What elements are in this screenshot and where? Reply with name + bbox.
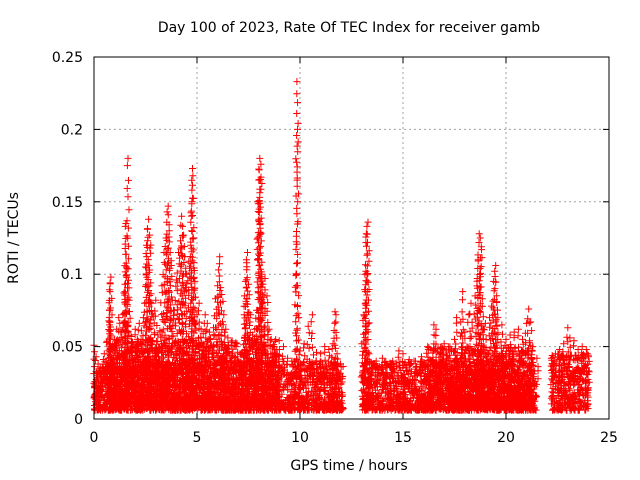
y-tick-label: 0.25 [52,50,83,66]
y-axis-title: ROTI / TECUs [6,192,22,284]
roti-markers [90,78,593,414]
plot-frame [93,56,610,420]
chart-title: Day 100 of 2023, Rate Of TEC Index for r… [158,20,540,36]
x-tick-label: 25 [600,430,618,446]
y-tick-label: 0.1 [61,267,83,283]
data-points [90,78,593,414]
y-tick-label: 0.2 [61,122,83,138]
x-tick-label: 0 [90,430,99,446]
y-axis-ticks: 0 0.05 0.1 0.15 0.2 0.25 [52,50,609,428]
y-tick-label: 0 [74,412,83,428]
x-tick-label: 20 [497,430,515,446]
y-tick-label: 0.15 [52,195,83,211]
x-axis-ticks: 0 5 10 15 20 25 [90,57,618,446]
x-tick-label: 10 [291,430,309,446]
x-axis-title: GPS time / hours [290,458,407,474]
x-tick-label: 5 [193,430,202,446]
y-tick-label: 0.05 [52,340,83,356]
x-tick-label: 15 [394,430,412,446]
